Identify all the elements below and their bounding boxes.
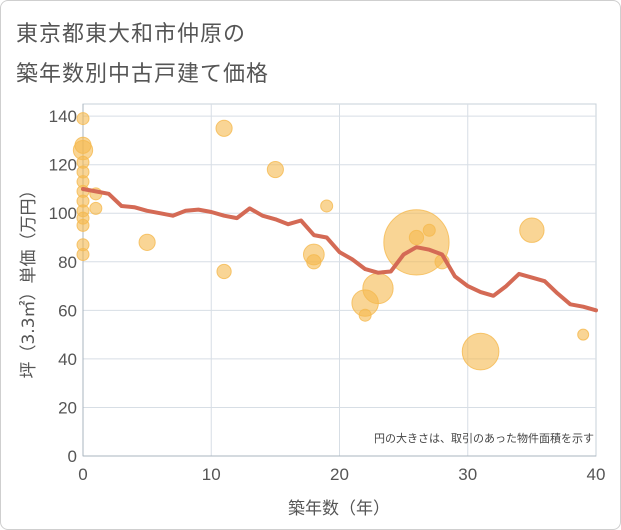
y-tick-label: 20 (58, 398, 77, 417)
bubble-point (89, 201, 103, 215)
trend-series (81, 187, 598, 313)
y-tick-label: 60 (58, 301, 77, 320)
tick-labels: 0 20 40 60 80 100 120 140 0 10 20 30 40 (49, 107, 606, 484)
y-tick-label: 40 (58, 350, 77, 369)
bubble-point (138, 233, 156, 251)
chart-title-line2: 築年数別中古戸建て価格 (16, 62, 270, 87)
y-tick-label: 100 (49, 204, 77, 223)
y-tick-label: 120 (49, 156, 77, 175)
bubble-point (76, 248, 90, 262)
x-tick-label: 20 (330, 465, 349, 484)
bubble-point (461, 332, 500, 371)
x-tick-label: 10 (202, 465, 221, 484)
y-tick-label: 0 (68, 447, 77, 466)
x-tick-label: 0 (78, 465, 87, 484)
x-axis-title: 築年数（年） (288, 499, 390, 519)
x-tick-label: 30 (458, 465, 477, 484)
y-axis-title: 坪（3.3㎡）単価（万円） (19, 181, 39, 378)
y-tick-label: 140 (49, 107, 77, 126)
bubble-point (76, 112, 90, 126)
bubble-point (320, 199, 334, 213)
bubble-point (408, 229, 425, 246)
size-note: 円の大きさは、取引のあった物件面積を示す (374, 431, 594, 445)
bubble-point (215, 119, 233, 137)
trend-line (81, 187, 598, 313)
grid-lines (82, 104, 596, 457)
bubble-point (74, 136, 92, 154)
bubble-point (76, 218, 90, 232)
bubble-point (422, 223, 436, 237)
bubble-point (216, 263, 232, 280)
x-tick-label: 40 (587, 465, 606, 484)
chart-title-line1: 東京都東大和市仲原の (16, 22, 247, 47)
y-tick-label: 80 (58, 253, 77, 272)
bubble-point (306, 254, 322, 270)
bubble-point (358, 308, 372, 322)
bubble-point (519, 217, 545, 243)
bubble-point (577, 328, 590, 341)
bubble-point (266, 160, 284, 179)
